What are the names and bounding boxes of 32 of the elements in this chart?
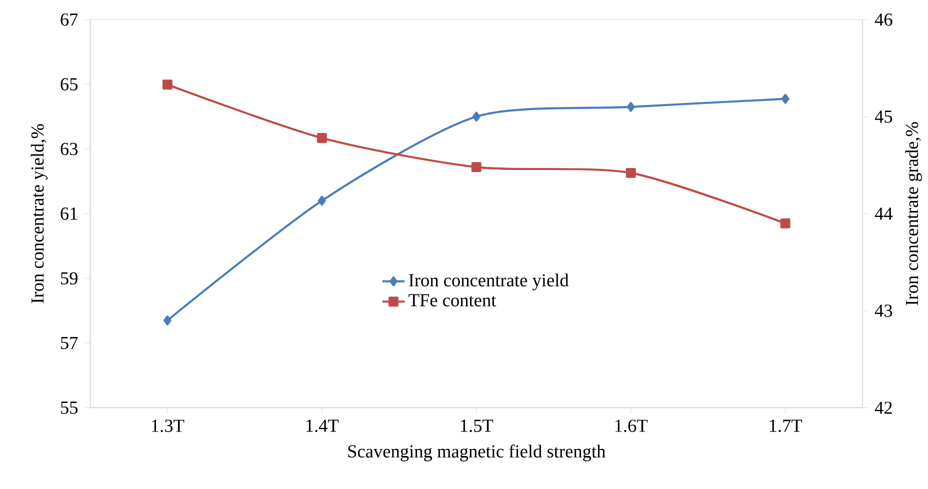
point	[318, 196, 326, 206]
y-tick-label: 65	[60, 78, 78, 91]
y-tick-label: 57	[61, 337, 78, 350]
x-axis-title: Scavenging magnetic field strength	[348, 444, 606, 462]
y2-tick-label: 46	[874, 14, 892, 26]
x-tick-label: 1.5T	[460, 420, 494, 432]
y-tick-label: 63	[60, 142, 78, 156]
y-tick-label: 55	[61, 402, 78, 414]
legend-label: Iron concentrate yield	[408, 274, 569, 290]
y-tick-label: 67	[60, 14, 78, 26]
point	[626, 102, 635, 112]
point	[780, 218, 790, 228]
y2-axis-title: Iron concentrate grade,%	[905, 122, 922, 306]
point	[162, 80, 172, 90]
y-tick-label: 59	[61, 272, 78, 285]
y2-tick-label: 43	[874, 304, 892, 317]
point	[626, 168, 636, 178]
x-tick-label: 1.6T	[615, 420, 648, 432]
x-tick-label: 1.3T	[152, 420, 184, 432]
point	[781, 94, 790, 104]
point	[163, 316, 172, 326]
point	[472, 112, 480, 122]
point	[316, 133, 327, 144]
y-tick-label: 61	[60, 208, 78, 220]
y-axis-title: Iron concentrate yield,%	[30, 124, 48, 304]
y2-tick-label: 44	[874, 208, 893, 220]
x-tick-label: 1.7T	[770, 420, 802, 432]
y2-tick-label: 42	[874, 402, 892, 414]
y2-tick-label: 45	[874, 110, 892, 123]
point	[471, 162, 482, 172]
legend-label: TFe content	[408, 294, 496, 307]
x-tick-label: 1.4T	[306, 420, 339, 432]
